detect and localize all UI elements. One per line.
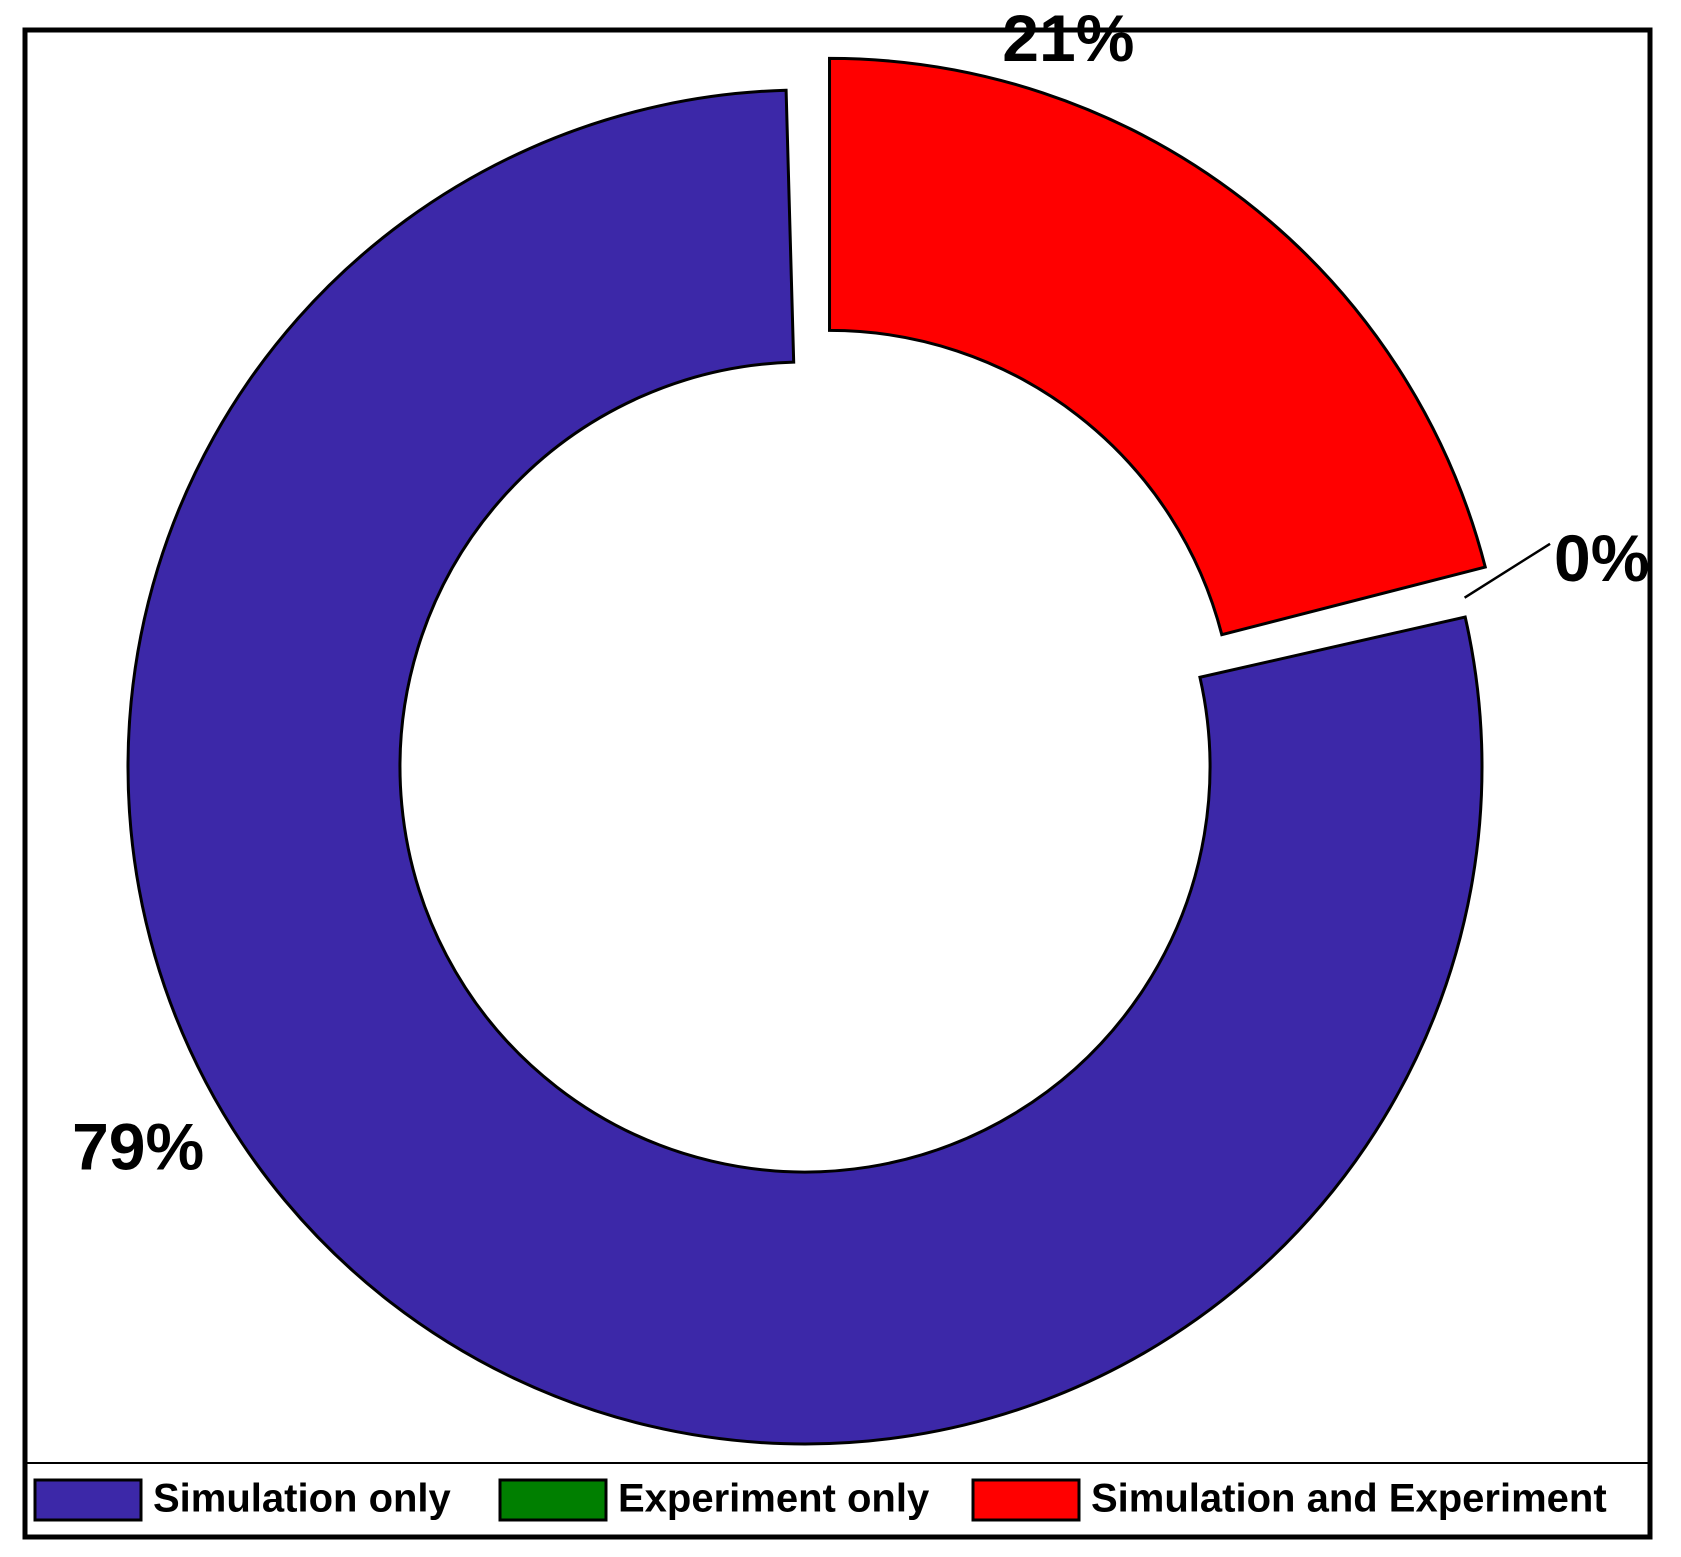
leader-line-experiment-only	[1463, 542, 1551, 599]
slice-label-simulation-only: 79%	[72, 1109, 204, 1183]
legend-swatch-simulation-only	[33, 1478, 143, 1522]
legend: Simulation only Experiment only Simulation…	[33, 1477, 1607, 1522]
legend-label-experiment-only: Experiment only	[618, 1477, 930, 1521]
slice-labels-group: 21% 0% 79%	[72, 1, 1649, 1184]
legend-label-simulation-and-experiment: Simulation and Experiment	[1091, 1477, 1607, 1521]
legend-swatch-simulation-and-experiment	[971, 1478, 1081, 1522]
slice-simulation-and-experiment	[828, 56, 1488, 637]
slices-group	[126, 56, 1488, 1446]
slice-simulation-only	[126, 88, 1484, 1446]
legend-swatch-experiment-only	[498, 1478, 608, 1522]
slice-label-experiment-only: 0%	[1554, 521, 1649, 595]
legend-label-simulation-only: Simulation only	[153, 1477, 452, 1521]
slice-label-simulation-and-experiment: 21%	[1002, 1, 1134, 75]
chart-frame	[22, 27, 1653, 1540]
